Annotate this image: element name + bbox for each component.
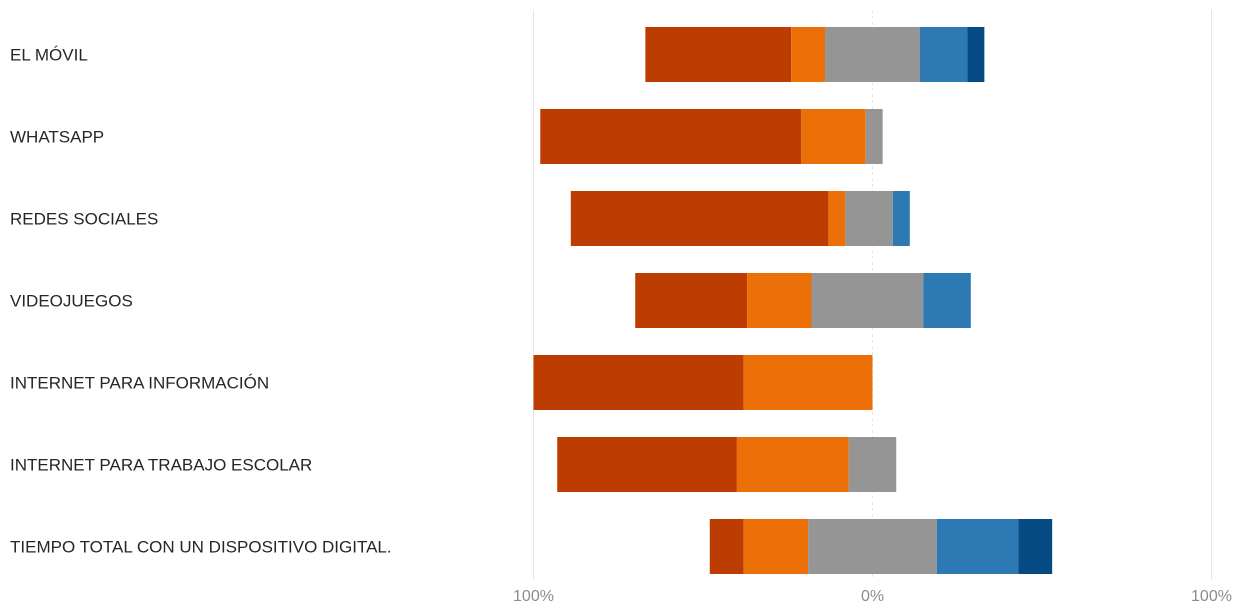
x-tick-label: 100% bbox=[513, 588, 554, 605]
bars bbox=[534, 27, 1053, 574]
bar-segment-row2-s0 bbox=[571, 191, 829, 246]
bar-segment-row6-s0 bbox=[710, 519, 744, 574]
bar-segment-row1-s0 bbox=[540, 109, 801, 164]
bar-segment-row4-s1 bbox=[744, 355, 873, 410]
bar-segment-row0-s3 bbox=[920, 27, 967, 82]
bar-segment-row1-s1 bbox=[801, 109, 865, 164]
category-label: INTERNET PARA INFORMACIÓN bbox=[10, 374, 269, 393]
bar-segment-row1-s2 bbox=[866, 109, 883, 164]
bar-segment-row5-s1 bbox=[737, 437, 849, 492]
bar-segment-row0-s4 bbox=[967, 27, 984, 82]
category-label: INTERNET PARA TRABAJO ESCOLAR bbox=[10, 456, 312, 475]
bar-segment-row0-s0 bbox=[645, 27, 791, 82]
category-label: EL MÓVIL bbox=[10, 46, 88, 65]
bar-segment-row2-s1 bbox=[828, 191, 845, 246]
bar-segment-row2-s3 bbox=[893, 191, 910, 246]
bar-segment-row4-s0 bbox=[534, 355, 744, 410]
bar-segment-row2-s2 bbox=[845, 191, 892, 246]
bar-segment-row3-s1 bbox=[747, 273, 811, 328]
x-axis-ticks: 100% 0% 100% bbox=[513, 588, 1232, 605]
bar-segment-row5-s0 bbox=[557, 437, 737, 492]
bar-segment-row3-s2 bbox=[811, 273, 923, 328]
x-tick-label: 100% bbox=[1191, 588, 1232, 605]
bar-segment-row0-s1 bbox=[791, 27, 825, 82]
category-labels: EL MÓVIL WHATSAPP REDES SOCIALES VIDEOJUEGO… bbox=[10, 46, 392, 557]
category-label: VIDEOJUEGOS bbox=[10, 292, 133, 311]
category-label: TIEMPO TOTAL CON UN DISPOSITIVO DIGITAL. bbox=[10, 538, 392, 557]
category-label: WHATSAPP bbox=[10, 128, 104, 147]
bar-segment-row6-s1 bbox=[744, 519, 808, 574]
category-label: REDES SOCIALES bbox=[10, 210, 158, 229]
bar-segment-row6-s4 bbox=[1018, 519, 1052, 574]
bar-segment-row3-s0 bbox=[635, 273, 747, 328]
x-tick-label: 0% bbox=[861, 588, 884, 605]
bar-segment-row6-s2 bbox=[808, 519, 937, 574]
bar-segment-row5-s2 bbox=[849, 437, 896, 492]
bar-segment-row3-s3 bbox=[923, 273, 970, 328]
bar-segment-row0-s2 bbox=[825, 27, 920, 82]
bar-segment-row6-s3 bbox=[937, 519, 1018, 574]
